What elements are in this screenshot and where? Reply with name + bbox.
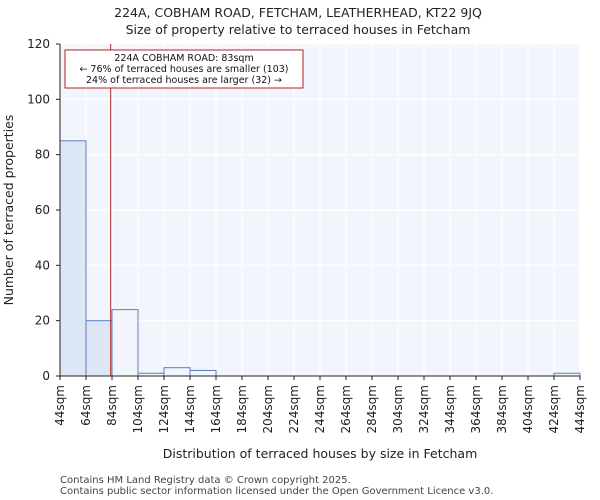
x-axis-label: Distribution of terraced houses by size … [163,446,478,461]
annotation-line-2: ← 76% of terraced houses are smaller (10… [79,64,288,75]
x-tick-label: 384sqm [495,385,509,433]
x-tick-label: 444sqm [573,385,587,433]
x-tick-label: 184sqm [235,385,249,433]
y-tick-label: 120 [27,37,50,51]
x-tick-label: 84sqm [105,385,119,426]
y-tick-label: 100 [27,92,50,106]
y-tick-label: 60 [35,203,50,217]
annotation-box [64,49,304,89]
histogram-bar [111,309,139,377]
x-tick-label: 104sqm [131,385,145,433]
x-tick-label: 124sqm [157,385,171,433]
y-axis-label: Number of terraced properties [1,115,16,306]
x-tick-label: 324sqm [417,385,431,433]
x-tick-label: 404sqm [521,385,535,433]
x-tick-label: 204sqm [261,385,275,433]
x-tick-label: 224sqm [287,385,301,433]
y-tick-label: 40 [35,258,50,272]
histogram-bar [59,140,87,377]
footer-line-2: Contains public sector information licen… [60,486,493,497]
annotation-line-3: 24% of terraced houses are larger (32) → [86,75,282,86]
y-tick-label: 0 [42,369,50,383]
y-tick-label: 20 [35,314,50,328]
x-tick-label: 64sqm [79,385,93,426]
histogram-bar [163,367,191,377]
bars [59,140,581,377]
y-tick-label: 80 [35,148,50,162]
x-tick-label: 164sqm [209,385,223,433]
chart-title: 224A, COBHAM ROAD, FETCHAM, LEATHERHEAD,… [114,5,482,20]
x-tick-label: 284sqm [365,385,379,433]
annotation-line-1: 224A COBHAM ROAD: 83sqm [114,53,253,64]
histogram-bar [189,369,217,377]
x-tick-label: 364sqm [469,385,483,433]
x-tick-label: 44sqm [53,385,67,426]
x-tick-labels: 44sqm 64sqm 84sqm 104sqm 124sqm 144sqm 164sqm 1… [53,376,587,433]
footer-line-1: Contains HM Land Registry data © Crown c… [60,475,351,486]
x-tick-label: 344sqm [443,385,457,433]
x-tick-label: 244sqm [313,385,327,433]
x-tick-label: 424sqm [547,385,561,433]
x-tick-label: 304sqm [391,385,405,433]
x-tick-label: 264sqm [339,385,353,433]
histogram-bar [85,320,113,377]
x-tick-label: 144sqm [183,385,197,433]
chart-subtitle: Size of property relative to terraced ho… [126,22,471,37]
y-tick-labels: 0 20 40 60 80 100 120 [27,37,60,383]
